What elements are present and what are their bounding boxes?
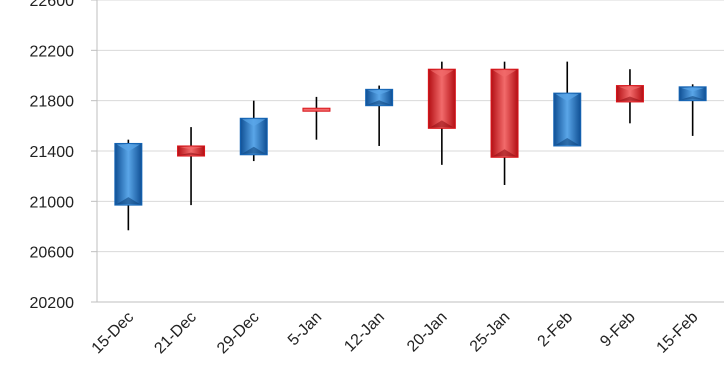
- y-tick-label: 21000: [30, 194, 75, 211]
- y-tick-label: 22200: [30, 43, 75, 60]
- candle-body-down: [302, 107, 331, 112]
- candle-bevel: [367, 100, 391, 105]
- candle-bevel: [681, 87, 705, 92]
- candle-bevel: [116, 197, 140, 205]
- y-tick-label: 21400: [30, 144, 75, 161]
- candle-12-jan: [365, 85, 394, 146]
- candle-bevel: [179, 146, 203, 150]
- candle-body-up: [678, 86, 707, 102]
- candle-bevel: [242, 119, 266, 127]
- candle-29-dec: [239, 100, 268, 162]
- axes: [96, 0, 724, 303]
- candle-bevel: [681, 96, 705, 100]
- candle-bevel: [242, 146, 266, 154]
- candle-25-jan: [490, 61, 519, 185]
- candle-body-up: [365, 88, 394, 107]
- candle-5-jan: [302, 96, 331, 140]
- x-tick-label: 25-Jan: [467, 309, 514, 356]
- candle-body-down: [490, 68, 519, 158]
- candle-body-down: [427, 68, 456, 129]
- candle-bevel: [618, 86, 642, 92]
- candle-body-up: [114, 142, 143, 206]
- candle-20-jan: [427, 61, 456, 165]
- x-tick-label: 5-Jan: [285, 309, 325, 349]
- y-tick-label: 22600: [30, 0, 75, 10]
- x-tick-label: 15-Feb: [654, 309, 702, 357]
- x-axis-tick-labels: 15-Dec 21-Dec 29-Dec 5-Jan 12-Jan 20-Jan 25-Ja…: [89, 309, 702, 358]
- y-tick-label: 20600: [30, 245, 75, 262]
- candle-21-dec: [177, 127, 206, 206]
- candle-bevel: [555, 94, 579, 102]
- x-tick-label: 2-Feb: [535, 309, 577, 351]
- candle-bevel: [555, 137, 579, 145]
- candle-body-down: [615, 85, 644, 103]
- candle-bevel: [493, 70, 517, 78]
- candle-bevel: [116, 144, 140, 152]
- candle-bevel: [367, 90, 391, 95]
- candle-body-up: [553, 92, 582, 147]
- y-tick-label: 21800: [30, 94, 75, 111]
- x-tick-label: 12-Jan: [341, 309, 388, 356]
- candle-15-dec: [114, 139, 143, 231]
- candle-bevel: [618, 96, 642, 101]
- candle-body-down: [177, 145, 206, 157]
- candle-2-feb: [553, 61, 582, 147]
- x-tick-label: 29-Dec: [214, 309, 262, 357]
- y-axis-tick-labels: 22600 22200 21800 21400 21000 20600 20200: [30, 0, 75, 312]
- candle-bevel: [493, 149, 517, 157]
- x-tick-label: 20-Jan: [404, 309, 451, 356]
- x-tick-label: 9-Feb: [597, 309, 639, 351]
- y-tick-label: 20200: [30, 295, 75, 312]
- candle-bevel: [430, 120, 454, 128]
- candle-9-feb: [615, 69, 644, 124]
- candles: [114, 61, 707, 231]
- candle-bevel: [179, 152, 203, 156]
- x-tick-label: 21-Dec: [151, 309, 199, 357]
- candle-bevel: [430, 70, 454, 78]
- x-tick-label: 15-Dec: [89, 309, 137, 357]
- candle-15-feb: [678, 84, 707, 136]
